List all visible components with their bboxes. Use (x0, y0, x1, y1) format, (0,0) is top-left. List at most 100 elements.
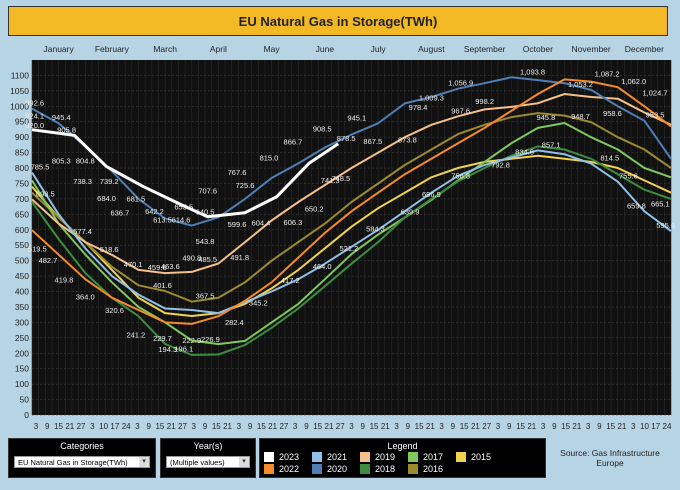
y-tick-label: 600 (15, 225, 29, 235)
data-label: 613.5 (153, 216, 172, 225)
data-label: 367.5 (196, 292, 215, 301)
data-label: 707.6 (198, 187, 217, 196)
y-tick-label: 850 (15, 148, 29, 158)
years-dropdown[interactable]: (Multiple values) ▾ (166, 456, 250, 468)
data-label: 867.5 (363, 137, 382, 146)
y-tick-label: 350 (15, 302, 29, 312)
legend-swatch (264, 464, 274, 474)
y-tick-label: 250 (15, 333, 29, 343)
legend-item-2022[interactable]: 2022 (264, 464, 299, 474)
series-line-2017 (31, 122, 672, 346)
data-label: 194.3 (158, 345, 177, 354)
x-tick-label: 21 (268, 422, 277, 431)
y-tick-label: 0 (24, 410, 29, 420)
series-line-2015 (31, 154, 672, 317)
data-label: 485.5 (198, 255, 217, 264)
data-label: 1,062.0 (621, 77, 646, 86)
data-label: 577.4 (73, 227, 92, 236)
legend-label: 2020 (327, 464, 348, 474)
legend-label: 2022 (279, 464, 300, 474)
data-label: 464.0 (313, 262, 332, 271)
legend-item-2015[interactable]: 2015 (456, 452, 491, 462)
legend-label: 2021 (327, 452, 348, 462)
y-tick-label: 500 (15, 256, 29, 266)
x-tick-label: 3 (135, 422, 140, 431)
x-tick-label: 21 (381, 422, 390, 431)
source-note: Source: Gas Infrastructure Europe (560, 448, 660, 468)
x-tick-label: 21 (325, 422, 334, 431)
line-chart: 0 50 100 150 200 250 300 350 400 450 500 550 600 650 7… (10, 44, 675, 431)
legend-label: 2015 (471, 452, 492, 462)
data-label: 924.1 (25, 112, 44, 121)
data-label: 640.5 (196, 207, 215, 216)
legend-swatch (312, 452, 322, 462)
data-label: 785.5 (31, 163, 50, 172)
data-label: 1,024.7 (643, 89, 668, 98)
x-tick-label: 9 (361, 422, 366, 431)
legend-item-2019[interactable]: 2019 (360, 452, 395, 462)
data-label: 945.8 (536, 113, 555, 122)
x-tick-label: 15 (606, 422, 615, 431)
data-label: 401.6 (153, 281, 172, 290)
chevron-down-icon[interactable]: ▾ (239, 457, 249, 467)
categories-dropdown[interactable]: EU Natural Gas in Storage(TWh) ▾ (14, 456, 150, 468)
data-label: 948.7 (571, 112, 590, 121)
data-label: 756.8 (451, 171, 470, 180)
data-label: 857.1 (542, 140, 561, 149)
data-label: 684.0 (97, 194, 116, 203)
month-label: August (418, 44, 445, 54)
data-label: 741.3 (321, 176, 340, 185)
data-label: 945.1 (347, 113, 366, 122)
y-tick-label: 50 (20, 395, 30, 405)
legend-item-2020[interactable]: 2020 (312, 464, 347, 474)
data-label: 482.7 (39, 256, 58, 265)
month-label: December (625, 44, 664, 54)
data-label: 639.9 (401, 207, 420, 216)
data-label: 636.7 (110, 208, 129, 217)
legend-item-2023[interactable]: 2023 (264, 452, 299, 462)
chevron-down-icon[interactable]: ▾ (139, 457, 149, 467)
data-label: 655.5 (174, 203, 193, 212)
x-tick-label: 9 (304, 422, 309, 431)
categories-filter: Categories EU Natural Gas in Storage(TWh… (8, 438, 156, 478)
x-tick-label: 3 (349, 422, 354, 431)
x-tick-label: 15 (561, 422, 570, 431)
data-label: 725.6 (236, 181, 255, 190)
legend-swatch (408, 452, 418, 462)
data-label: 908.5 (313, 125, 332, 134)
data-label: 755.6 (619, 172, 638, 181)
y-tick-label: 900 (15, 132, 29, 142)
x-tick-label: 3 (439, 422, 444, 431)
data-label: 364.0 (76, 293, 95, 302)
legend-item-2018[interactable]: 2018 (360, 464, 395, 474)
data-label: 599.6 (228, 220, 247, 229)
data-label: 650.2 (305, 204, 324, 213)
legend-item-2021[interactable]: 2021 (312, 452, 347, 462)
month-label: April (210, 44, 227, 54)
x-tick-label: 21 (65, 422, 74, 431)
x-tick-label: 21 (617, 422, 626, 431)
data-label: 767.6 (228, 168, 247, 177)
data-label: 543.8 (196, 237, 215, 246)
x-tick-label: 27 (77, 422, 86, 431)
data-label: 967.6 (451, 106, 470, 115)
data-label: 681.5 (126, 195, 145, 204)
legend-swatch (360, 464, 370, 474)
legend-item-2016[interactable]: 2016 (408, 464, 443, 474)
data-label: 604.4 (252, 218, 271, 227)
x-tick-label: 9 (45, 422, 50, 431)
legend-swatch (312, 464, 322, 474)
x-tick-label: 3 (394, 422, 399, 431)
month-label: February (95, 44, 130, 54)
y-tick-label: 200 (15, 348, 29, 358)
legend-label: 2016 (423, 464, 444, 474)
x-tick-label: 3 (496, 422, 501, 431)
data-label: 665.1 (651, 200, 670, 209)
data-label: 614.6 (172, 215, 191, 224)
data-label: 584.3 (366, 225, 385, 234)
data-label: 320.6 (105, 306, 124, 315)
x-tick-label: 21 (572, 422, 581, 431)
legend-item-2017[interactable]: 2017 (408, 452, 443, 462)
data-label: 196.1 (174, 344, 193, 353)
x-tick-label: 21 (426, 422, 435, 431)
